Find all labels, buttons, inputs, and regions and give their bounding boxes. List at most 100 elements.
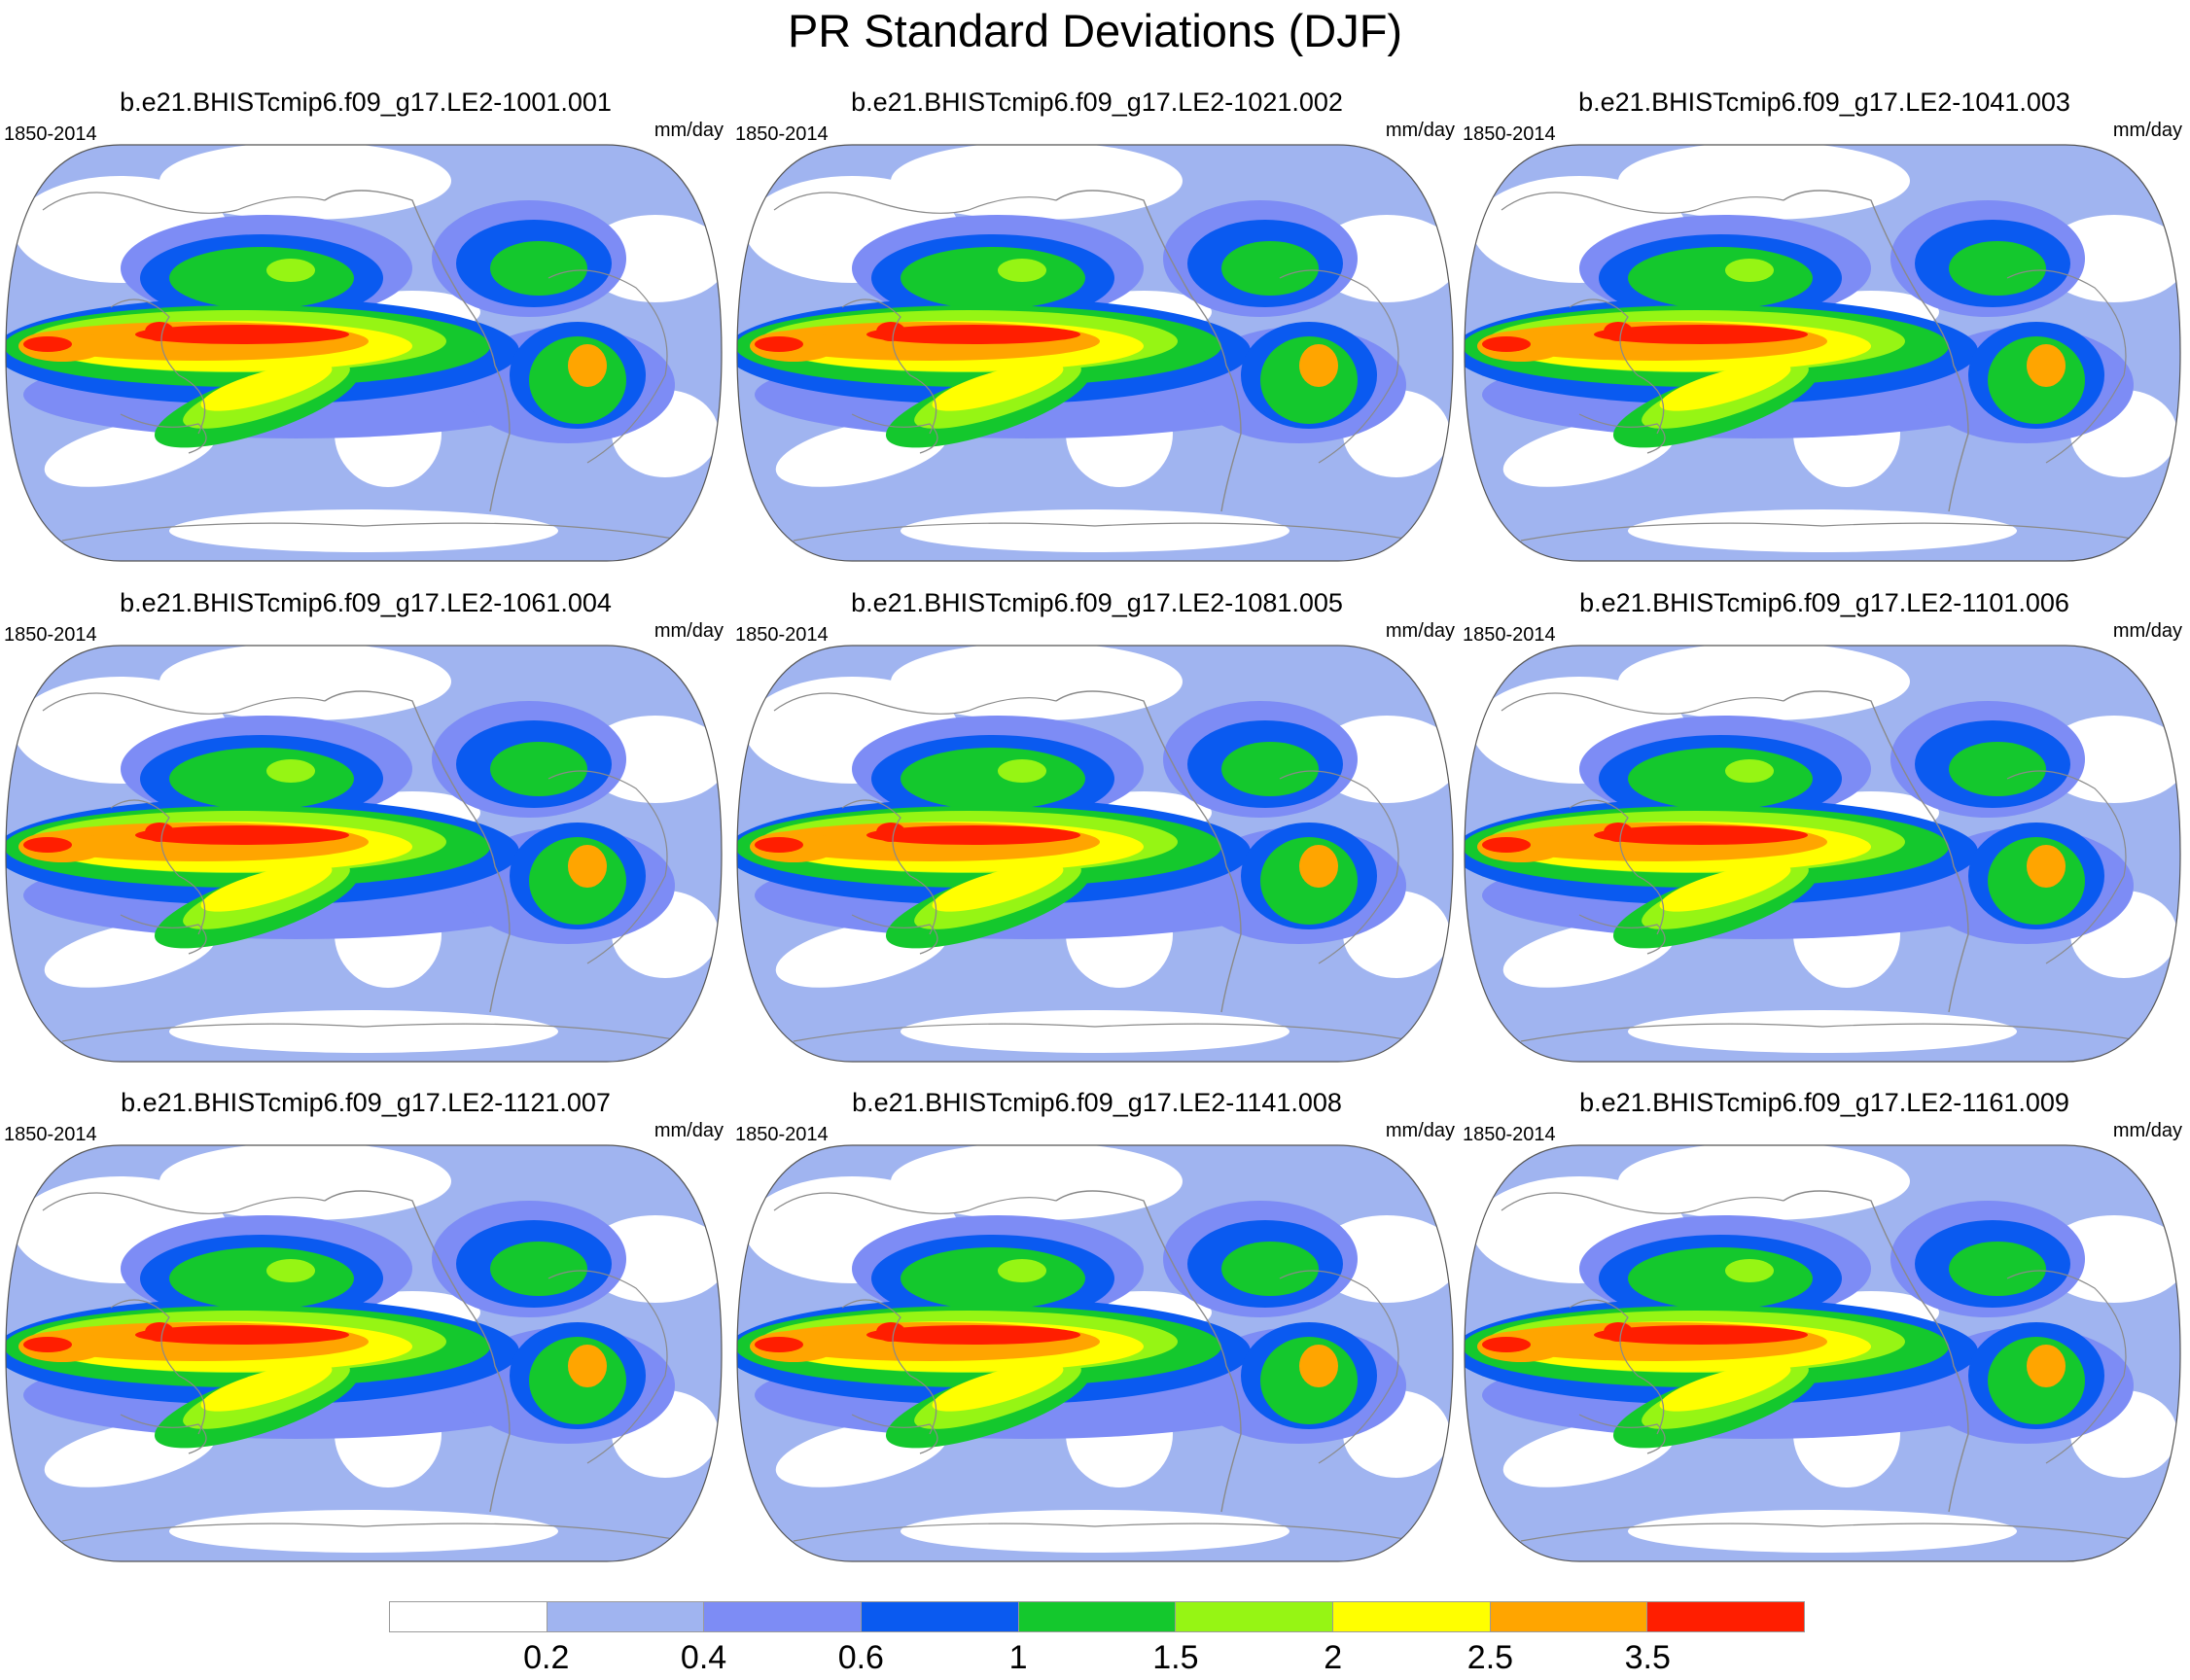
eurasia-coastline — [773, 692, 1057, 715]
amazon-orange — [568, 1345, 607, 1387]
panel-units-label: mm/day — [1385, 120, 1455, 141]
antarctic-dry-region — [901, 1510, 1289, 1553]
antarctic-dry-region — [169, 509, 558, 552]
world-map — [5, 645, 723, 1063]
colorbar-tick-label: 1 — [1008, 1639, 1028, 1676]
africa-coastline — [548, 770, 668, 964]
americas-coastline — [1055, 1190, 1242, 1513]
panel-units-label: mm/day — [2112, 120, 2182, 141]
north-pacific-inner — [169, 1247, 354, 1310]
australia-coastline — [120, 914, 207, 955]
north-atlantic-inner — [1949, 742, 2046, 796]
maritime-coastline — [1569, 298, 1665, 435]
arctic-dry-region — [891, 1145, 1183, 1220]
world-map — [1464, 645, 2181, 1063]
world-map — [1464, 1144, 2181, 1562]
maritime-continent-max — [1604, 1322, 1633, 1342]
panel-title: b.e21.BHISTcmip6.f09_g17.LE2-1081.005 — [851, 588, 1343, 617]
north-pacific-patch — [998, 759, 1046, 783]
spcz-yellow — [1659, 363, 1791, 411]
map-border — [5, 1144, 723, 1562]
amazon-orange — [2027, 845, 2066, 888]
australia-coastline — [1578, 914, 1666, 955]
antarctica-coastline — [793, 522, 1417, 542]
maritime-coastline — [110, 298, 206, 435]
north-pacific-inner — [169, 748, 354, 810]
panel-units-label: mm/day — [1385, 620, 1455, 642]
antarctic-dry-region — [1628, 509, 2017, 552]
americas-coastline — [324, 190, 511, 512]
amazon-orange — [568, 845, 607, 888]
arctic-dry-region — [1618, 1145, 1910, 1220]
map-panel: b.e21.BHISTcmip6.f09_g17.LE2-1121.007 185… — [0, 1086, 731, 1564]
north-pacific-inner — [1628, 247, 1813, 309]
antarctic-dry-region — [169, 1010, 558, 1053]
colorbar-swatch — [1018, 1601, 1177, 1632]
map-border — [736, 144, 1454, 562]
antarctica-coastline — [1520, 522, 2144, 542]
map-panel: b.e21.BHISTcmip6.f09_g17.LE2-1161.009 185… — [1459, 1086, 2190, 1564]
panel-units-label: mm/day — [653, 1120, 724, 1141]
world-map — [736, 1144, 1454, 1562]
panel-period-label: 1850-2014 — [4, 123, 97, 145]
map-panel: b.e21.BHISTcmip6.f09_g17.LE2-1141.008 185… — [731, 1086, 1463, 1564]
africa-coastline — [2006, 770, 2127, 964]
west-pacific-max — [866, 325, 1080, 344]
maritime-coastline — [110, 1299, 206, 1435]
spcz-yellow — [932, 1363, 1064, 1412]
antarctica-coastline — [61, 1522, 686, 1542]
colorbar-swatch — [1333, 1601, 1491, 1632]
africa-coastline — [2006, 1270, 2127, 1464]
americas-coastline — [324, 1190, 511, 1513]
indian-ocean-max — [755, 837, 803, 853]
panel-period-label: 1850-2014 — [1463, 123, 1556, 145]
americas-coastline — [1783, 190, 1969, 512]
spcz-yellow — [200, 363, 333, 411]
panel-title: b.e21.BHISTcmip6.f09_g17.LE2-1101.006 — [1579, 588, 2069, 617]
panel-units-label: mm/day — [2112, 620, 2182, 642]
map-panel: b.e21.BHISTcmip6.f09_g17.LE2-1081.005 185… — [731, 586, 1463, 1065]
west-pacific-max — [1594, 325, 1808, 344]
panel-period-label: 1850-2014 — [735, 624, 829, 646]
colorbar-tick-label: 0.4 — [680, 1639, 727, 1676]
amazon-orange — [1299, 344, 1338, 387]
precip-field — [1465, 646, 2180, 1062]
antarctic-dry-region — [1628, 1510, 2017, 1553]
amazon-orange — [568, 344, 607, 387]
maritime-continent-max — [145, 1322, 174, 1342]
antarctica-coastline — [1520, 1023, 2144, 1042]
amazon-orange — [1299, 1345, 1338, 1387]
spcz-yellow — [200, 863, 333, 912]
antarctic-dry-region — [901, 1010, 1289, 1053]
colorbar-tick-label: 0.2 — [523, 1639, 570, 1676]
panel-period-label: 1850-2014 — [1463, 624, 1556, 646]
panel-title: b.e21.BHISTcmip6.f09_g17.LE2-1021.002 — [851, 88, 1343, 117]
west-pacific-max — [866, 1325, 1080, 1345]
north-pacific-inner — [901, 1247, 1085, 1310]
spcz-yellow — [1659, 1363, 1791, 1412]
australia-coastline — [120, 413, 207, 454]
eurasia-coastline — [1501, 1192, 1784, 1214]
map-panel: b.e21.BHISTcmip6.f09_g17.LE2-1001.001 185… — [0, 86, 731, 564]
maritime-coastline — [841, 298, 937, 435]
map-panel: b.e21.BHISTcmip6.f09_g17.LE2-1021.002 185… — [731, 86, 1463, 564]
north-pacific-patch — [1725, 759, 1774, 783]
figure-title: PR Standard Deviations (DJF) — [787, 5, 1403, 56]
map-panel: b.e21.BHISTcmip6.f09_g17.LE2-1061.004 185… — [0, 586, 731, 1065]
map-panel: b.e21.BHISTcmip6.f09_g17.LE2-1041.003 185… — [1459, 86, 2190, 564]
amazon-orange — [2027, 1345, 2066, 1387]
maritime-continent-max — [876, 822, 905, 842]
spcz-yellow — [200, 1363, 333, 1412]
world-map — [1464, 144, 2181, 562]
north-pacific-inner — [901, 247, 1085, 309]
eurasia-coastline — [1501, 192, 1784, 214]
north-pacific-patch — [1725, 259, 1774, 282]
colorbar-tick-label: 3.5 — [1624, 1639, 1671, 1676]
map-border — [1464, 1144, 2181, 1562]
west-pacific-max — [135, 825, 349, 845]
panel-period-label: 1850-2014 — [4, 1124, 97, 1145]
australia-coastline — [851, 914, 938, 955]
eurasia-coastline — [42, 192, 326, 214]
australia-coastline — [851, 1414, 938, 1454]
west-pacific-max — [866, 825, 1080, 845]
